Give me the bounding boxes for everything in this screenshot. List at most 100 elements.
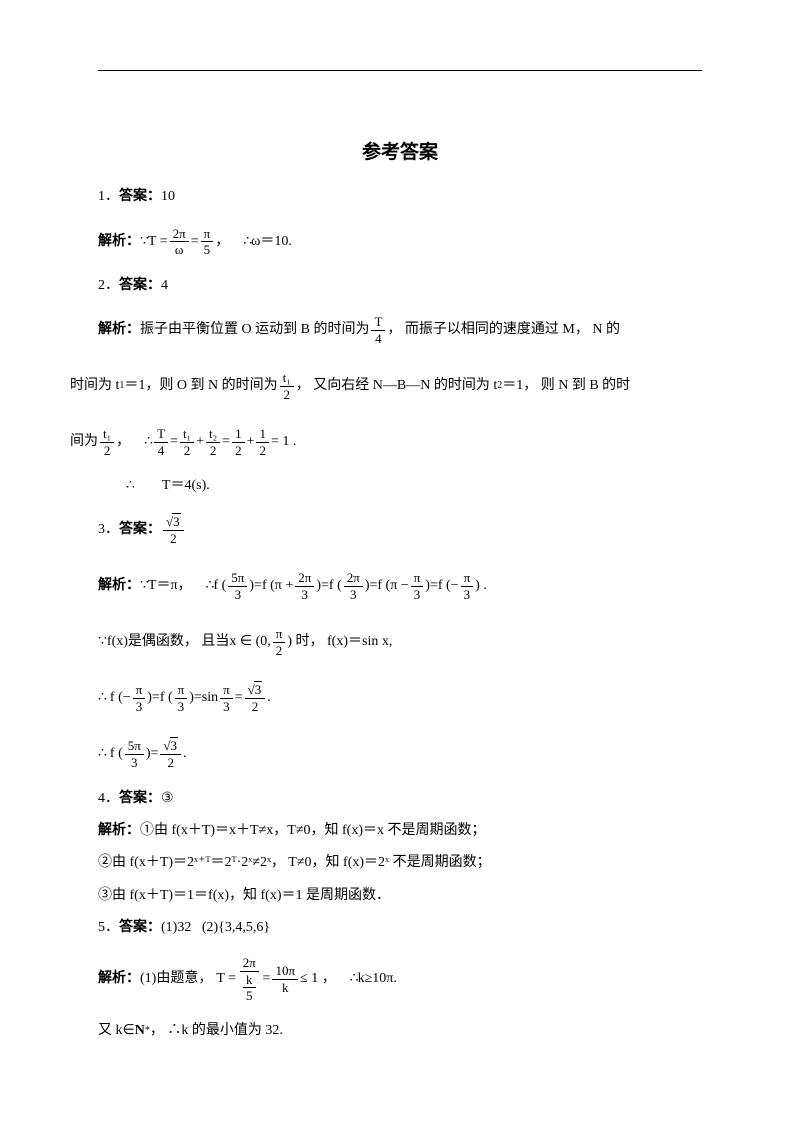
text: k≥10π. (358, 968, 397, 990)
q2-exp-l1: 解析： 振子由平衡位置 O 运动到 B 的时间为 T 4 ， 而振子以相同的速度… (98, 307, 702, 353)
therefore-sym: ∴ (98, 743, 106, 765)
text: f ( (329, 575, 342, 597)
fraction: π3 (411, 570, 424, 602)
q5-exp-l1: 解析： (1)由题意， T = 2π k 5 = 10π k ≤ 1 ， ∴ k… (98, 950, 702, 1010)
q1-answer: 10 (161, 186, 175, 208)
q3-exp-l2: ∵f(x)是偶函数， 且当 x ∈ (0, π2 ) 时， f(x)＝sin x… (98, 620, 702, 666)
q2-num: 2． (98, 275, 119, 297)
text: ， (116, 431, 130, 453)
eq: = (263, 968, 271, 990)
q3-answer-line: 3． 答案： 3 2 (98, 508, 702, 554)
therefore-sym: ∴ (350, 968, 358, 990)
nested-fraction: 2π k 5 (238, 955, 261, 1004)
q1-num: 1． (98, 186, 119, 208)
N-symbol: N (135, 1020, 145, 1042)
therefore-sym: ∴ (98, 687, 106, 709)
fraction: π3 (220, 682, 233, 714)
fraction: 5π3 (228, 570, 247, 602)
sqrt: 3 (166, 514, 181, 530)
q2-answer-line: 2． 答案： 4 (98, 275, 702, 297)
therefore-sym: ∴ (98, 475, 134, 497)
fraction: π3 (175, 682, 188, 714)
fraction: 3 2 (163, 514, 184, 546)
exp-label: 解析： (98, 820, 140, 842)
q4-exp-l2: ②由 f(x＋T)＝2ˣ⁺ᵀ＝2ᵀ·2ˣ≠2ˣ， T≠0，知 f(x)＝2ˣ 不… (98, 852, 702, 874)
text: T = (216, 968, 236, 990)
page-title: 参考答案 (98, 138, 702, 168)
fraction: 3 2 (245, 682, 266, 714)
fraction: t₁ 2 (100, 426, 114, 458)
q1-explanation: 解析： ∵ T = 2π ω = π 5 ， ∴ ω＝10. (98, 219, 702, 265)
text: 间为 (70, 431, 98, 453)
q3-num: 3． (98, 519, 119, 541)
q3-exp-l1: 解析： ∵ T＝π， ∴ f ( 5π3 ) = f (π + 2π3 ) = … (98, 564, 702, 610)
therefore-sym: ∴ (243, 231, 251, 253)
text: T＝4(s). (134, 475, 210, 497)
q2-exp-l3: 间为 t₁ 2 ， ∴ T 4 = t₁ 2 + t₂ 2 = 1 2 + 1 … (70, 419, 702, 465)
fraction: T 4 (154, 426, 168, 458)
fraction: k 5 (243, 972, 256, 1004)
exp-label: 解析： (98, 575, 140, 597)
exp-label: 解析： (98, 319, 140, 341)
eq: = (170, 431, 178, 453)
text: ω＝10. (251, 231, 292, 253)
fraction: π3 (461, 570, 474, 602)
answer-label: 答案： (119, 788, 161, 810)
fraction: π2 (273, 626, 286, 658)
q5-answer-line: 5． 答案： (1)32 (2){3,4,5,6} (98, 917, 702, 939)
q2-answer: 4 (161, 275, 168, 297)
text: . (267, 687, 271, 709)
text: f ( (160, 687, 173, 709)
text: (1)由题意， (140, 968, 212, 990)
text: ③由 f(x＋T)＝1＝f(x)，知 f(x)＝1 是周期函数． (98, 885, 390, 907)
text: 时间为 t (70, 375, 119, 397)
fraction: 1 2 (256, 426, 269, 458)
text: x ∈ (0, (229, 631, 270, 653)
therefore-sym: ∴ (144, 431, 152, 453)
eq: = (321, 575, 329, 597)
q5-num: 5． (98, 917, 119, 939)
q4-exp-l3: ③由 f(x＋T)＝1＝f(x)，知 f(x)＝1 是周期函数． (98, 885, 702, 907)
text: 又 k∈ (98, 1020, 135, 1042)
q1-answer-line: 1． 答案： 10 (98, 186, 702, 208)
fraction: 2π3 (295, 570, 314, 602)
answer-label: 答案： (119, 519, 161, 541)
text: . (183, 743, 187, 765)
exp-label: 解析： (98, 968, 140, 990)
text: f ( (213, 575, 226, 597)
text: sin (202, 687, 218, 709)
because-sym: ∵ (140, 231, 148, 253)
q4-answer-line: 4． 答案： ③ (98, 788, 702, 810)
plus: + (247, 431, 255, 453)
fraction: t₁ 2 (280, 370, 294, 402)
eq: = (430, 575, 438, 597)
fraction: 5π3 (125, 738, 144, 770)
exp-label: 解析： (98, 231, 140, 253)
sqrt: 3 (248, 682, 263, 698)
text: T = (148, 231, 168, 253)
q3-exp-l3: ∴ f (− π3 ) = f ( π3 ) = sin π3 = 3 2 . (98, 676, 702, 722)
sqrt: 3 (163, 738, 178, 754)
top-rule (98, 70, 702, 71)
text: f (− (438, 575, 459, 597)
eq: = (152, 687, 160, 709)
fraction: 1 2 (232, 426, 245, 458)
fraction: 10π k (272, 963, 298, 995)
therefore-sym: ∴ (206, 575, 214, 597)
text: ＝1， 则 N 到 B 的时 (502, 375, 630, 397)
fraction: π 5 (201, 226, 214, 258)
text: 振子由平衡位置 O 运动到 B 的时间为 (140, 319, 369, 341)
text: ) 时， f(x)＝sin x, (287, 631, 392, 653)
text: ②由 f(x＋T)＝2ˣ⁺ᵀ＝2ᵀ·2ˣ≠2ˣ， T≠0，知 f(x)＝2ˣ 不… (98, 852, 491, 874)
text: ＝1，则 O 到 N 的时间为 (124, 375, 277, 397)
text: f (− (110, 687, 131, 709)
eq: = (194, 687, 202, 709)
fraction: t₂ 2 (206, 426, 220, 458)
text: ≤ 1 ， (300, 968, 336, 990)
eq: = (191, 231, 199, 253)
text: ) . (475, 575, 487, 597)
eq: = (222, 431, 230, 453)
answer-label: 答案： (119, 186, 161, 208)
text: f ( (110, 743, 123, 765)
text: ∵f(x)是偶函数， 且当 (98, 631, 229, 653)
